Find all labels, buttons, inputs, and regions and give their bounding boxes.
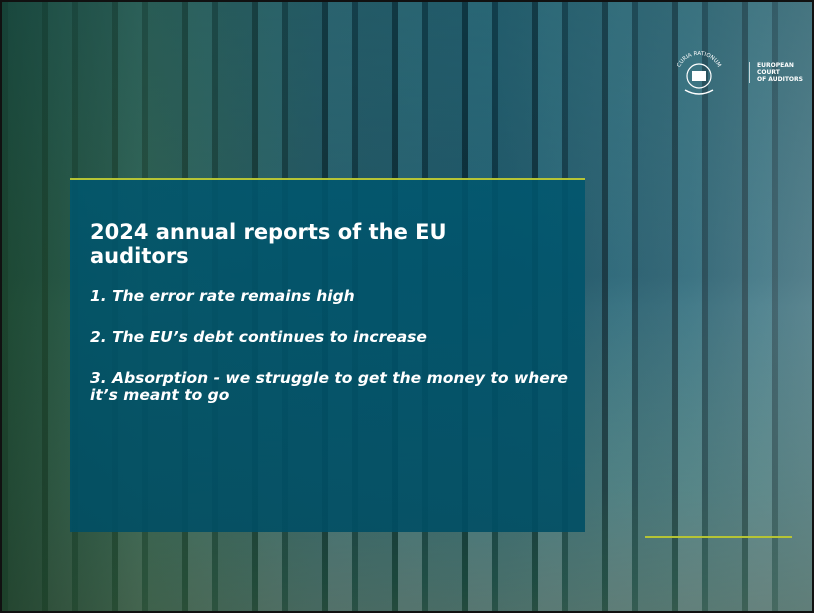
emblem-laurel	[685, 90, 713, 94]
emblem-book	[692, 71, 706, 81]
logo-line: COURT	[757, 69, 803, 76]
text-box: 2024 annual reports of the EU auditors 1…	[70, 178, 585, 532]
logo-name: EUROPEAN COURT OF AUDITORS	[749, 62, 803, 83]
point: 2. The EU’s debt continues to increase	[90, 329, 570, 346]
slide: CURIA RATIONUM EUROPEAN COURT OF AUDITOR…	[0, 0, 814, 613]
motto-text: CURIA RATIONUM	[676, 51, 722, 69]
motto: CURIA RATIONUM	[676, 51, 722, 69]
logo-line: EUROPEAN	[757, 62, 803, 69]
slide-title: 2024 annual reports of the EU auditors	[90, 220, 490, 268]
point: 3. Absorption - we struggle to get the m…	[90, 370, 570, 404]
point: 1. The error rate remains high	[90, 288, 570, 305]
page: CURIA RATIONUM EUROPEAN COURT OF AUDITOR…	[0, 0, 814, 613]
logo-line: OF AUDITORS	[757, 76, 803, 83]
accent-line	[645, 536, 792, 538]
